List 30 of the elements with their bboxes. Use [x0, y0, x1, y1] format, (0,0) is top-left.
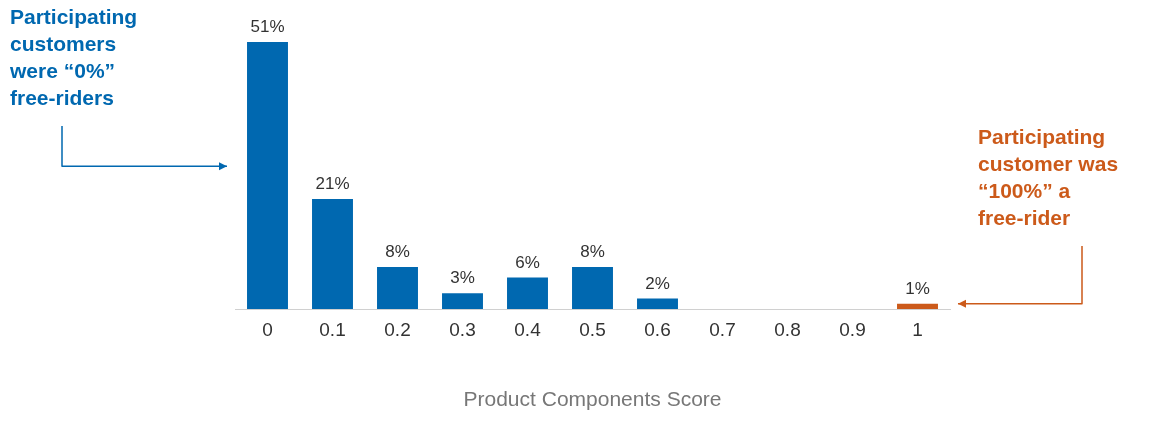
x-tick-label: 0.7 [709, 318, 736, 340]
x-tick-label: 0.5 [579, 318, 606, 340]
x-tick-label: 0.3 [449, 318, 476, 340]
data-label: 2% [645, 273, 670, 293]
x-tick-label: 1 [912, 318, 923, 340]
data-label: 21% [315, 174, 350, 194]
data-label: 3% [450, 268, 475, 288]
x-axis-title: Product Components Score [463, 387, 722, 411]
x-tick-label: 0.2 [384, 318, 411, 340]
x-tick-label: 0.1 [319, 318, 346, 340]
x-tick-label: 0.4 [514, 318, 542, 340]
text: Participating customers were “0%” free-riders [9, 5, 138, 110]
data-label: 1% [905, 278, 930, 298]
bar [637, 298, 678, 309]
x-tick-label: 0.9 [839, 318, 866, 340]
bar [442, 293, 483, 309]
bar [377, 267, 418, 309]
x-tick-label: 0.8 [774, 318, 801, 340]
bar [572, 267, 613, 309]
data-label: 8% [385, 242, 410, 262]
bar [247, 42, 288, 309]
bar [897, 303, 938, 309]
bar [312, 199, 353, 309]
text: Participating customer was “100%” a free-rider [978, 125, 1119, 230]
x-tick-label: 0.6 [644, 318, 671, 340]
data-label: 8% [580, 242, 605, 262]
data-label: 6% [515, 252, 540, 272]
data-label: 51% [250, 17, 285, 37]
x-tick-label: 0 [262, 318, 273, 340]
bar [507, 277, 548, 309]
